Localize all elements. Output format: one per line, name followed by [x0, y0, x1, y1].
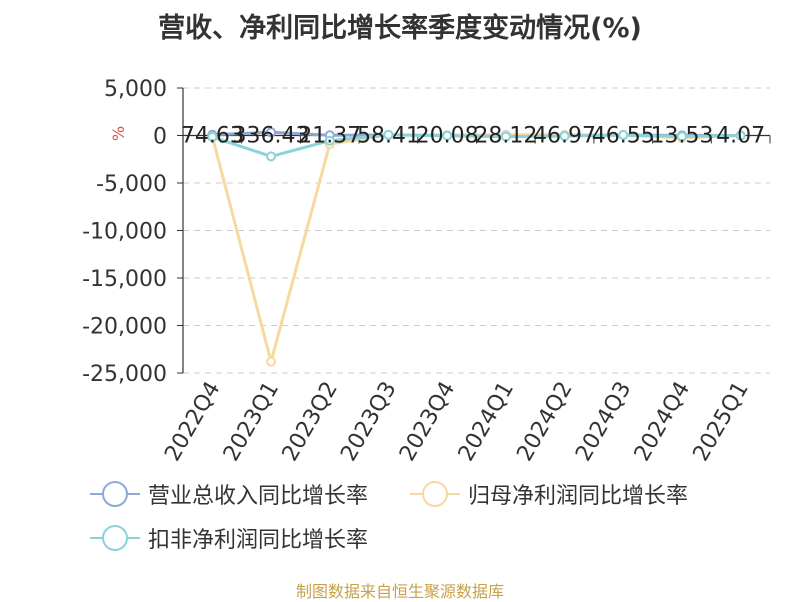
y-tick-label: 5,000: [104, 77, 167, 102]
chart-title: 营收、净利同比增长率季度变动情况(%): [158, 13, 642, 44]
y-tick-label: -20,000: [82, 315, 167, 340]
x-tick-label: 2025Q1: [689, 378, 754, 466]
x-tick-label: 2024Q1: [454, 378, 519, 466]
data-label: 13.53: [650, 124, 713, 149]
series-line-2: [211, 133, 741, 158]
y-tick-label: 0: [153, 125, 167, 150]
data-point-2: [500, 131, 511, 142]
y-axis-unit-label: %: [109, 126, 128, 141]
data-point-1: [266, 356, 277, 367]
y-tick-label: -10,000: [82, 220, 167, 245]
data-label: 20.08: [416, 124, 479, 149]
data-point-2: [559, 131, 570, 142]
y-tick-label: -5,000: [96, 172, 167, 197]
data-point-2: [266, 151, 277, 162]
data-label: 21.37: [298, 124, 361, 149]
series-line-1: [210, 133, 741, 364]
x-tick-label: 2024Q3: [571, 378, 636, 466]
x-tick-label: 2024Q2: [512, 378, 577, 466]
x-tick-label: 2023Q1: [219, 378, 284, 466]
data-point-2: [383, 129, 394, 140]
legend-marker-icon: [90, 524, 140, 552]
x-tick-label: 2024Q4: [630, 378, 695, 466]
data-point-2: [735, 130, 746, 141]
data-point-0: [266, 127, 277, 138]
data-label: 58.41: [357, 124, 420, 149]
x-tick-label: 2023Q2: [278, 378, 343, 466]
data-source-note: 制图数据来自恒生聚源数据库: [295, 582, 504, 601]
y-tick-label: -15,000: [82, 267, 167, 292]
legend-label: 扣非净利润同比增长率: [148, 528, 369, 553]
legend-item-revenue[interactable]: 营业总收入同比增长率: [90, 478, 368, 510]
legend-item-deducted-net-profit[interactable]: 扣非净利润同比增长率: [90, 522, 368, 554]
legend-marker-icon: [410, 480, 460, 508]
data-point-2: [207, 131, 218, 142]
data-point-2: [324, 135, 335, 146]
data-label: 4.07: [716, 124, 765, 149]
data-point-2: [618, 130, 629, 141]
legend-label: 归母净利润同比增长率: [468, 484, 689, 509]
data-point-2: [442, 130, 453, 141]
data-label: 28.12: [474, 124, 537, 149]
x-tick-label: 2022Q4: [160, 378, 225, 466]
data-label: 336.43: [233, 124, 310, 149]
data-point-2: [676, 131, 687, 142]
legend-label: 营业总收入同比增长率: [148, 484, 369, 509]
data-label: 46.97: [533, 124, 596, 149]
legend-marker-icon: [90, 480, 140, 508]
x-tick-label: 2023Q3: [336, 378, 401, 466]
y-tick-label: -25,000: [82, 362, 167, 387]
x-tick-label: 2023Q4: [395, 378, 460, 466]
data-label: 46.55: [592, 124, 655, 149]
legend-item-net-profit[interactable]: 归母净利润同比增长率: [410, 478, 688, 510]
data-label: 74.63: [181, 124, 244, 149]
